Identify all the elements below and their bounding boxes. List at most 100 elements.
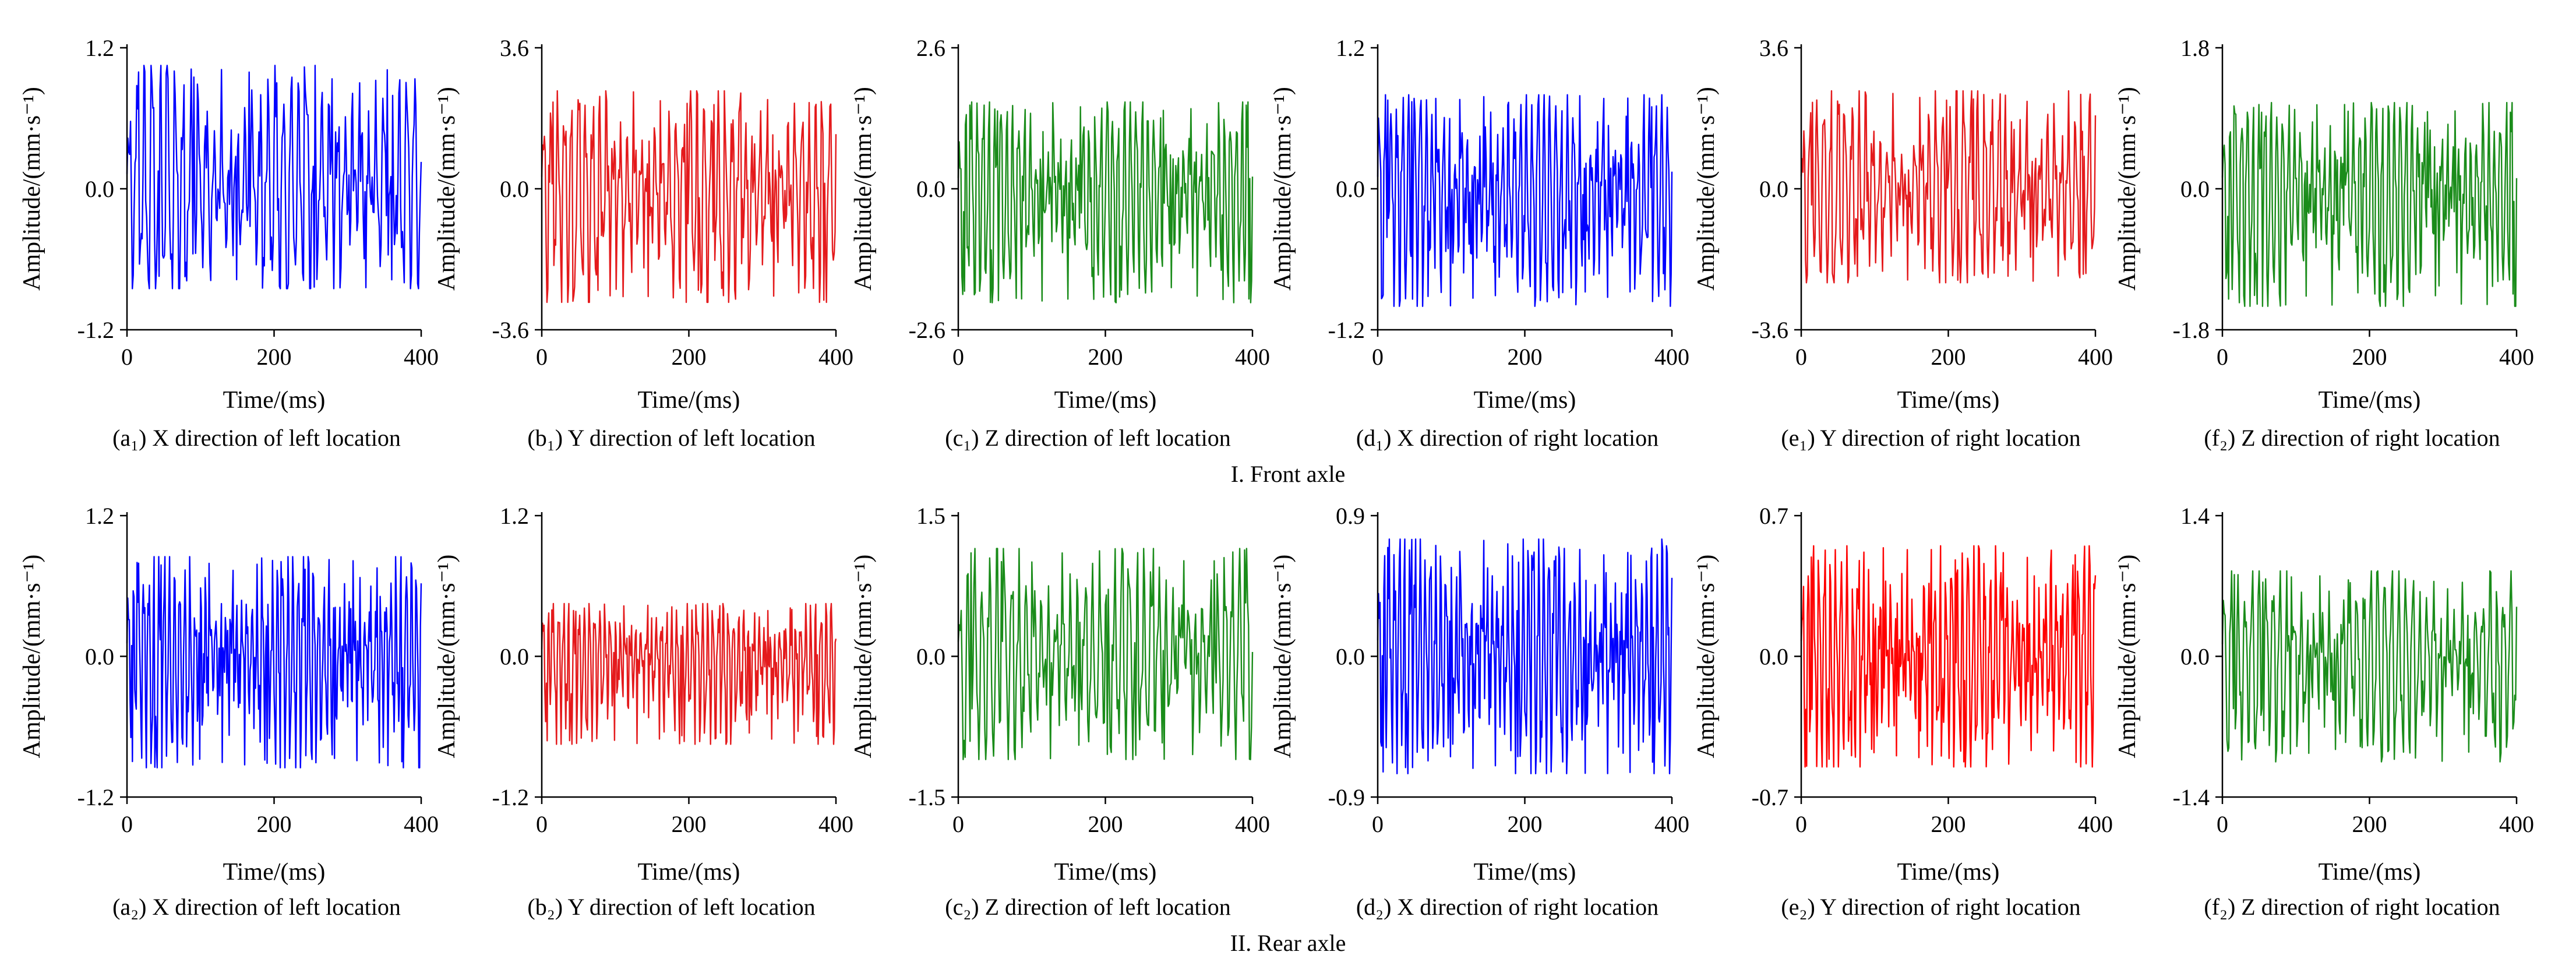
x-tick-label: 400 — [1235, 811, 1270, 837]
x-tick-label: 400 — [1654, 344, 1689, 370]
y-tick-label: -1.4 — [2173, 784, 2210, 810]
subplot-caption: (d₁) X direction of right location — [1356, 425, 1658, 451]
x-tick-label: 200 — [2352, 344, 2387, 370]
y-axis-label: Amplitude/(mm·s⁻¹) — [433, 555, 460, 759]
series-line — [126, 556, 422, 768]
x-tick-label: 0 — [1372, 344, 1384, 370]
y-tick-label: 0.0 — [1759, 176, 1788, 202]
y-tick-label: 0.0 — [85, 644, 114, 670]
x-tick-label: 0 — [536, 344, 548, 370]
y-tick-label: 1.2 — [85, 503, 114, 529]
series-line — [541, 90, 837, 304]
y-tick-label: 1.5 — [916, 503, 945, 529]
x-tick-label: 200 — [1088, 344, 1123, 370]
subplot-caption: (b₁) Y direction of left location — [527, 425, 815, 451]
y-tick-label: -1.8 — [2173, 317, 2210, 343]
x-axis-label: Time/(ms) — [638, 859, 740, 886]
y-tick-label: 1.2 — [85, 35, 114, 61]
x-tick-label: 200 — [2352, 811, 2387, 837]
x-axis-label: Time/(ms) — [1054, 387, 1157, 414]
y-axis-label: Amplitude/(mm·s⁻¹) — [1269, 87, 1296, 291]
y-tick-label: 2.6 — [916, 35, 945, 61]
subplot-b1: -3.6 0.0 3.6 0 200 400 Time/(ms) Amplitude/(mm·… — [433, 35, 853, 451]
y-tick-label: -0.9 — [1328, 784, 1365, 810]
x-tick-label: 0 — [1795, 811, 1807, 837]
y-tick-label: 0.0 — [916, 176, 945, 202]
y-tick-label: -2.6 — [909, 317, 945, 343]
y-tick-label: 0.0 — [500, 176, 529, 202]
subplot-f2: -1.4 0.0 1.4 0 200 400 Time/(ms) Amplitude/(mm·… — [2114, 503, 2534, 920]
x-axis-label: Time/(ms) — [2319, 859, 2421, 886]
subplot-a2: -1.2 0.0 1.2 0 200 400 Time/(ms) Amplitude/(mm·… — [19, 503, 439, 920]
x-axis-label: Time/(ms) — [638, 387, 740, 414]
x-tick-label: 200 — [672, 811, 707, 837]
x-tick-label: 400 — [1235, 344, 1270, 370]
x-tick-label: 400 — [1654, 811, 1689, 837]
x-tick-label: 200 — [257, 344, 292, 370]
series-line — [1800, 545, 2097, 768]
x-tick-label: 0 — [121, 344, 133, 370]
x-tick-label: 200 — [257, 811, 292, 837]
subplot-d1: -1.2 0.0 1.2 0 200 400 Time/(ms) Amplitude/(mm·… — [1269, 35, 1689, 451]
x-tick-label: 200 — [672, 344, 707, 370]
x-tick-label: 0 — [121, 811, 133, 837]
x-tick-label: 0 — [1795, 344, 1807, 370]
x-tick-label: 200 — [1508, 344, 1543, 370]
x-tick-label: 0 — [952, 811, 964, 837]
subplot-caption: (a₁) X direction of left location — [112, 425, 401, 451]
y-tick-label: 3.6 — [1759, 35, 1788, 61]
subplot-caption: (e₁) Y direction of right location — [1781, 425, 2080, 451]
series-line — [541, 602, 837, 745]
x-tick-label: 0 — [952, 344, 964, 370]
x-tick-label: 0 — [536, 811, 548, 837]
y-tick-label: 0.0 — [1336, 644, 1365, 670]
x-axis-label: Time/(ms) — [1897, 859, 2000, 886]
y-axis-label: Amplitude/(mm·s⁻¹) — [2114, 555, 2141, 759]
y-axis-label: Amplitude/(mm·s⁻¹) — [2114, 87, 2141, 291]
series-line — [1377, 538, 1673, 774]
y-tick-label: 1.2 — [1336, 35, 1365, 61]
y-axis-label: Amplitude/(mm·s⁻¹) — [1693, 87, 1720, 291]
subplot-caption: (c₂) Z direction of left location — [945, 894, 1230, 920]
y-tick-label: 3.6 — [500, 35, 529, 61]
x-tick-label: 400 — [404, 344, 439, 370]
subplot-f1: -1.8 0.0 1.8 0 200 400 Time/(ms) Amplitude/(mm·… — [2114, 35, 2534, 451]
x-axis-label: Time/(ms) — [2319, 387, 2421, 414]
y-tick-label: 1.2 — [500, 503, 529, 529]
y-tick-label: -1.2 — [77, 784, 114, 810]
y-tick-label: -1.5 — [909, 784, 945, 810]
y-axis-label: Amplitude/(mm·s⁻¹) — [433, 87, 460, 291]
x-axis-label: Time/(ms) — [1474, 859, 1576, 886]
x-tick-label: 0 — [1372, 811, 1384, 837]
section-title-rear-axle: II. Rear axle — [1230, 930, 1346, 956]
x-tick-label: 400 — [404, 811, 439, 837]
y-tick-label: 0.9 — [1336, 503, 1365, 529]
y-tick-label: -1.2 — [492, 784, 529, 810]
x-tick-label: 400 — [2078, 811, 2113, 837]
y-tick-label: -3.6 — [492, 317, 529, 343]
y-axis-label: Amplitude/(mm·s⁻¹) — [850, 87, 877, 291]
subplot-caption: (c₁) Z direction of left location — [945, 425, 1230, 451]
x-tick-label: 0 — [2217, 344, 2228, 370]
series-line — [2221, 570, 2518, 763]
y-tick-label: -0.7 — [1752, 784, 1788, 810]
series-line — [957, 548, 1254, 760]
y-tick-label: -1.2 — [1328, 317, 1365, 343]
x-axis-label: Time/(ms) — [1474, 387, 1576, 414]
x-tick-label: 200 — [1088, 811, 1123, 837]
y-tick-label: 1.4 — [2180, 503, 2210, 529]
y-axis-label: Amplitude/(mm·s⁻¹) — [19, 87, 45, 291]
subplot-e2: -0.7 0.0 0.7 0 200 400 Time/(ms) Amplitude/(mm·… — [1693, 503, 2113, 920]
subplot-c1: -2.6 0.0 2.6 0 200 400 Time/(ms) Amplitude/(mm·… — [850, 35, 1270, 451]
y-axis-label: Amplitude/(mm·s⁻¹) — [1269, 555, 1296, 759]
subplot-b2: -1.2 0.0 1.2 0 200 400 Time/(ms) Amplitude/(mm·… — [433, 503, 853, 920]
series-line — [957, 101, 1254, 304]
y-axis-label: Amplitude/(mm·s⁻¹) — [1693, 555, 1720, 759]
x-tick-label: 400 — [818, 344, 853, 370]
y-tick-label: 0.0 — [1336, 176, 1365, 202]
y-tick-label: -3.6 — [1752, 317, 1788, 343]
y-tick-label: 0.0 — [500, 644, 529, 670]
subplot-e1: -3.6 0.0 3.6 0 200 400 Time/(ms) Amplitude/(mm·… — [1693, 35, 2113, 451]
